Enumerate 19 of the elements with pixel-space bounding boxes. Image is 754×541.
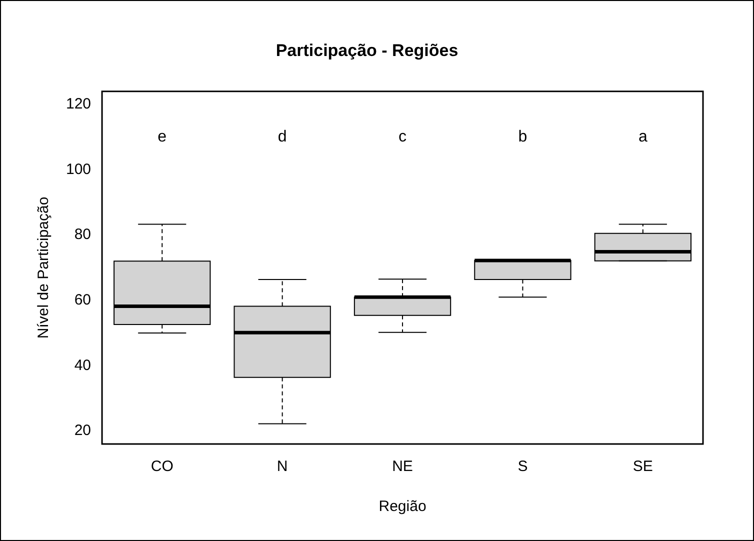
x-tick-label: SE [632, 458, 653, 476]
x-tick-label: CO [150, 458, 174, 476]
annotation: e [158, 128, 167, 146]
y-tick-label: 60 [74, 291, 92, 308]
annotation: c [398, 128, 407, 146]
x-tick-label: NE [392, 458, 413, 476]
y-tick-label: 80 [74, 226, 92, 244]
annotation: b [518, 128, 528, 146]
y-axis-title: Nível de Participação [35, 196, 52, 339]
x-axis-title: Região [378, 498, 426, 516]
y-tick-label: 120 [66, 96, 92, 113]
y-tick-label: 20 [74, 422, 92, 440]
y-tick-label: 100 [66, 160, 92, 178]
chart-title: Participação - Regiões [276, 40, 458, 60]
annotation: d [278, 128, 287, 146]
y-tick-label: 40 [74, 356, 92, 374]
annotation: a [638, 128, 648, 146]
x-tick-label: N [276, 458, 288, 476]
x-tick-label: S [518, 458, 528, 476]
